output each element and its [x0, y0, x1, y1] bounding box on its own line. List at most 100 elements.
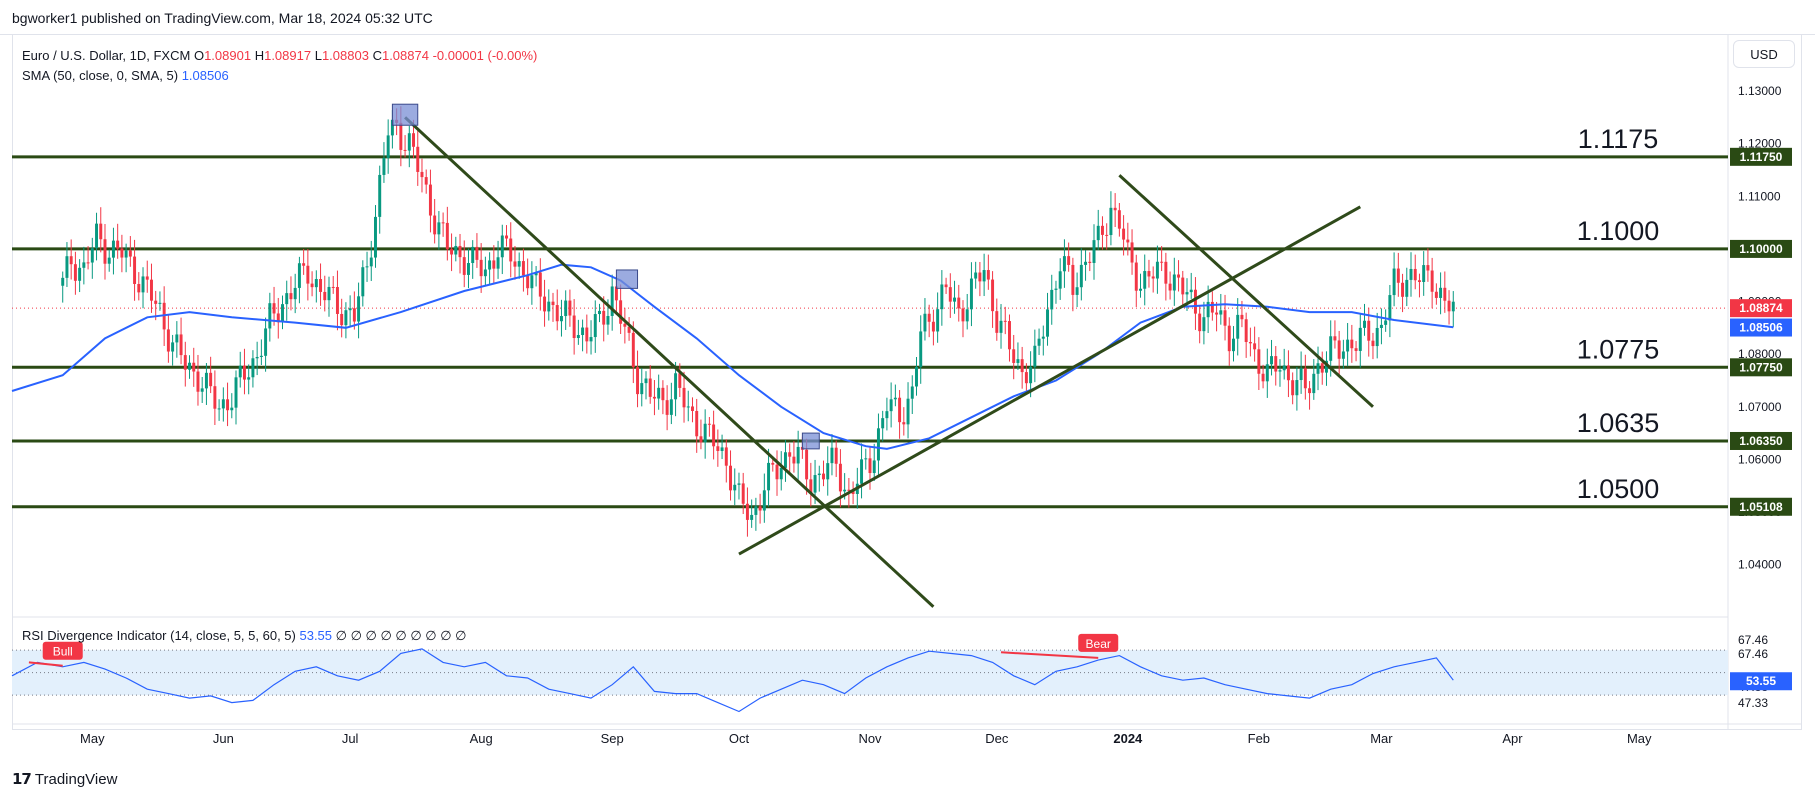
- candle-body: [61, 277, 65, 286]
- candle-body: [1033, 345, 1037, 367]
- candle-body: [885, 411, 889, 419]
- candle-body: [65, 256, 69, 278]
- candle-body: [530, 275, 534, 289]
- candle-body: [1324, 360, 1328, 373]
- candle-body: [149, 279, 153, 301]
- candle-body: [111, 240, 115, 258]
- chart-frame[interactable]: [12, 34, 1802, 730]
- candle-body: [1067, 256, 1071, 265]
- candle-body: [978, 272, 982, 282]
- candle-body: [1299, 368, 1303, 381]
- divergence-badge: [1078, 633, 1119, 652]
- candle-body: [1117, 210, 1121, 229]
- candle-body: [454, 245, 458, 255]
- candle-body: [509, 238, 513, 262]
- x-tick-label: Apr: [1502, 731, 1523, 746]
- footer-brand[interactable]: 𝟭𝟳 TradingView: [12, 770, 117, 789]
- rsi-current-badge: [1730, 672, 1792, 691]
- y-tick-label: 1.12000: [1738, 137, 1782, 151]
- rsi-legend: RSI Divergence Indicator (14, close, 5, …: [22, 628, 466, 644]
- candle-body: [154, 300, 158, 304]
- candle-body: [255, 356, 259, 359]
- candle-body: [276, 313, 280, 323]
- candle-body: [1417, 280, 1421, 282]
- candle-body: [268, 303, 272, 329]
- candle-body: [213, 386, 217, 409]
- candle-body: [707, 423, 711, 425]
- candle-body: [403, 149, 407, 151]
- candle-body: [221, 399, 225, 409]
- candle-body: [1236, 314, 1240, 339]
- candle-body: [285, 293, 289, 305]
- candle-body: [851, 490, 855, 494]
- rsi-label[interactable]: RSI Divergence Indicator (14, close, 5, …: [22, 628, 296, 643]
- candle-body: [1363, 320, 1366, 328]
- candle-body: [479, 259, 483, 277]
- change-value: -0.00001 (-0.00%): [432, 48, 538, 63]
- candle-body: [264, 328, 268, 356]
- candle-body: [640, 383, 644, 395]
- candle-body: [1278, 370, 1282, 372]
- high-value: 1.08917: [264, 48, 312, 63]
- candle-body: [390, 119, 394, 136]
- candle-body: [1384, 320, 1388, 325]
- x-tick-label: Feb: [1248, 731, 1270, 746]
- candle-body: [1012, 349, 1016, 363]
- candle-body: [141, 276, 145, 293]
- divergence-label: Bull: [53, 645, 73, 659]
- candle-body: [1303, 368, 1307, 389]
- candle-body: [1003, 320, 1007, 322]
- candle-body: [412, 133, 416, 147]
- candle-body: [348, 308, 352, 311]
- level-axis-label: 1.11750: [1740, 150, 1783, 164]
- candle-body: [1079, 264, 1083, 288]
- candle-body: [450, 249, 454, 255]
- candle-body: [492, 260, 496, 269]
- candle-body: [378, 174, 382, 217]
- candle-body: [948, 287, 952, 302]
- candle-body: [555, 305, 559, 322]
- candle-body: [1096, 225, 1100, 241]
- candle-body: [665, 400, 669, 415]
- candle-body: [302, 263, 306, 266]
- candle-body: [796, 446, 800, 464]
- candle-body: [712, 424, 716, 447]
- candle-body: [843, 489, 847, 492]
- level-axis-badge: [1730, 147, 1792, 166]
- symbol-label[interactable]: Euro / U.S. Dollar, 1D, FXCM: [22, 48, 191, 63]
- candle-body: [1375, 327, 1379, 347]
- candle-body: [107, 257, 111, 264]
- currency-button[interactable]: USD: [1733, 40, 1795, 68]
- candle-body: [1202, 317, 1206, 332]
- candle-body: [297, 263, 301, 288]
- candle-body: [226, 399, 230, 411]
- sma-label[interactable]: SMA (50, close, 0, SMA, 5): [22, 68, 179, 83]
- y-tick-label: 1.11000: [1738, 189, 1781, 203]
- candle-body: [1139, 288, 1142, 291]
- x-tick-label: Dec: [985, 731, 1009, 746]
- candle-body: [1046, 309, 1049, 337]
- candle-body: [145, 276, 149, 280]
- candle-body: [1337, 340, 1341, 359]
- candle-body: [1248, 342, 1252, 344]
- candle-body: [1151, 276, 1155, 279]
- candle-body: [1396, 268, 1400, 283]
- candle-body: [1062, 256, 1066, 272]
- candle-body: [1155, 261, 1159, 279]
- candle-body: [1075, 287, 1079, 295]
- candle-body: [1350, 339, 1354, 349]
- candle-body: [636, 367, 640, 395]
- candle-body: [902, 422, 906, 425]
- candle-body: [1020, 359, 1024, 373]
- candle-body: [1227, 325, 1231, 352]
- close-value: 1.08874: [381, 48, 429, 63]
- candle-body: [1185, 292, 1189, 295]
- candle-body: [82, 262, 86, 268]
- candle-body: [898, 397, 902, 423]
- candle-body: [919, 331, 923, 367]
- candle-body: [1358, 327, 1362, 351]
- candle-body: [775, 464, 779, 480]
- rsi-tick-label: 47.33: [1738, 696, 1768, 710]
- x-tick-label: Jun: [213, 731, 234, 746]
